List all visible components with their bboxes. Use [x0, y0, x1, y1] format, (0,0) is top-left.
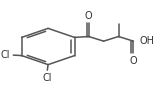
- Text: Cl: Cl: [43, 73, 52, 83]
- Text: Cl: Cl: [0, 50, 10, 60]
- Text: O: O: [130, 56, 137, 66]
- Text: O: O: [85, 11, 93, 21]
- Text: OH: OH: [140, 36, 155, 46]
